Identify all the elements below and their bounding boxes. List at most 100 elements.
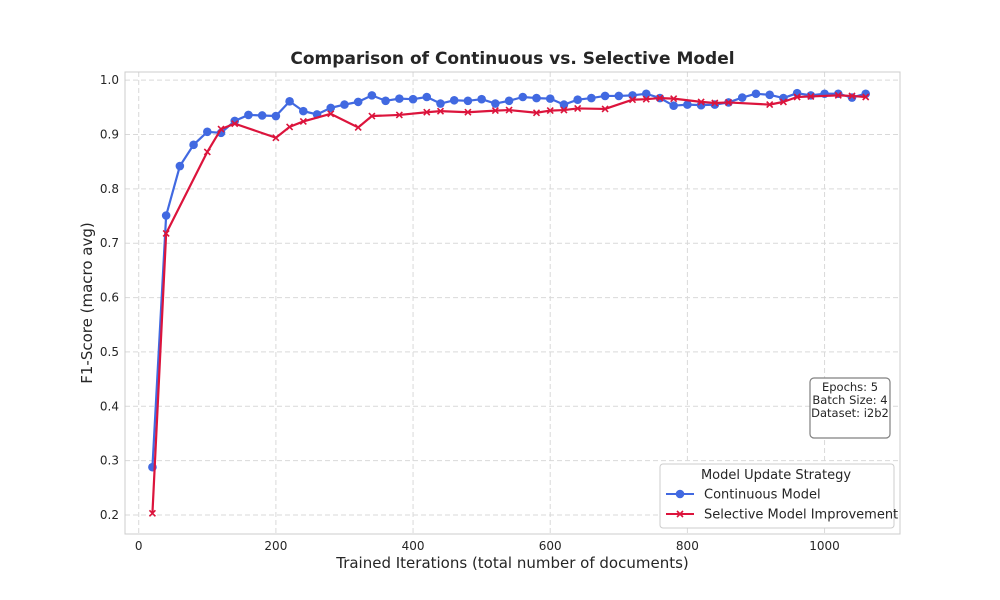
data-point [518, 92, 528, 102]
data-point [669, 101, 678, 110]
data-point [793, 93, 801, 101]
x-tick-label: 1000 [809, 539, 840, 553]
legend-entry-continuous: Continuous Model [666, 488, 821, 503]
data-point [560, 106, 568, 114]
data-point [847, 93, 857, 102]
x-tick-label: 400 [402, 539, 425, 553]
y-tick-label: 0.5 [100, 345, 119, 359]
annotation-line: Batch Size: 4 [812, 393, 887, 407]
data-point [766, 101, 774, 109]
data-point [574, 104, 582, 112]
tick-labels: 0 200 400 600 800 1000 0.2 0.3 0.4 0.5 0.6 0.7 0.8 0.… [100, 73, 840, 553]
y-tick-label: 0.4 [100, 399, 119, 413]
legend-label: Continuous Model [704, 488, 821, 503]
x-tick-label: 800 [676, 539, 699, 553]
data-point [464, 108, 472, 116]
data-point [807, 92, 815, 101]
data-point [257, 111, 267, 120]
grid [125, 72, 900, 534]
data-point [217, 125, 225, 133]
data-point [573, 95, 582, 105]
plot-area [125, 72, 900, 534]
data-point [272, 134, 280, 142]
data-point [833, 89, 843, 99]
data-point [779, 98, 787, 106]
data-point [834, 91, 842, 99]
y-tick-label: 0.9 [100, 128, 119, 142]
data-point [299, 117, 307, 126]
data-point [327, 110, 335, 118]
data-point [423, 108, 431, 116]
y-tick-label: 0.7 [100, 236, 119, 250]
data-point [162, 229, 170, 237]
data-point [491, 99, 500, 108]
data-point [286, 123, 294, 131]
series-layer [148, 88, 871, 517]
y-axis-label: F1-Score (macro avg) [78, 222, 96, 384]
x-tick-label: 600 [539, 539, 562, 553]
data-point [271, 111, 281, 121]
data-point [697, 98, 705, 106]
annotation-line: Epochs: 5 [822, 380, 878, 394]
y-tick-label: 0.3 [100, 454, 119, 468]
legend-marker-circle [675, 489, 685, 499]
series-selective [148, 91, 870, 517]
data-point [724, 98, 733, 107]
data-point [532, 93, 541, 103]
data-point [600, 91, 610, 101]
legend-entry-selective: Selective Model Improvement [666, 508, 898, 523]
annotation-line: Dataset: i2b2 [811, 406, 889, 420]
data-point [477, 94, 486, 104]
data-point [751, 89, 761, 99]
data-point [628, 91, 637, 100]
y-tick-label: 0.8 [100, 182, 119, 196]
legend-label: Selective Model Improvement [704, 508, 898, 523]
legend: Model Update Strategy Continuous Model S… [659, 463, 898, 529]
data-point [848, 92, 856, 100]
data-point [504, 96, 514, 106]
data-point [244, 110, 253, 120]
data-point [203, 148, 211, 156]
data-point [765, 90, 774, 100]
data-point [587, 93, 596, 103]
data-point [299, 106, 308, 116]
data-point [353, 97, 363, 107]
data-point [546, 107, 554, 115]
x-axis-label: Trained Iterations (total number of docu… [335, 554, 689, 572]
legend-title: Model Update Strategy [701, 468, 851, 483]
data-point [711, 99, 719, 107]
plot-frame [124, 71, 901, 535]
data-point [368, 112, 376, 120]
data-point [340, 100, 349, 109]
data-point [230, 116, 240, 126]
y-tick-label: 0.6 [100, 291, 119, 305]
data-point [491, 107, 499, 115]
data-point [628, 96, 637, 104]
legend-marker-x [676, 510, 684, 518]
data-point [559, 100, 569, 109]
data-point [449, 95, 459, 105]
data-point [642, 95, 650, 103]
data-point [641, 89, 651, 99]
data-point [505, 106, 513, 114]
data-point [161, 211, 171, 220]
y-tick-label: 1.0 [100, 73, 119, 87]
data-point [656, 94, 664, 102]
data-point [381, 96, 390, 106]
data-point [670, 95, 678, 103]
data-point [408, 94, 418, 104]
data-point [367, 91, 377, 100]
y-tick-label: 0.2 [100, 508, 119, 522]
data-point [463, 96, 473, 106]
data-point [422, 92, 432, 102]
data-point [683, 100, 692, 109]
data-point [148, 509, 156, 517]
x-tick-label: 0 [135, 539, 143, 553]
legend-frame [659, 463, 895, 529]
data-point [203, 127, 212, 137]
data-point [436, 107, 445, 115]
data-point [326, 103, 336, 113]
data-point [189, 140, 198, 150]
data-point [532, 109, 541, 117]
